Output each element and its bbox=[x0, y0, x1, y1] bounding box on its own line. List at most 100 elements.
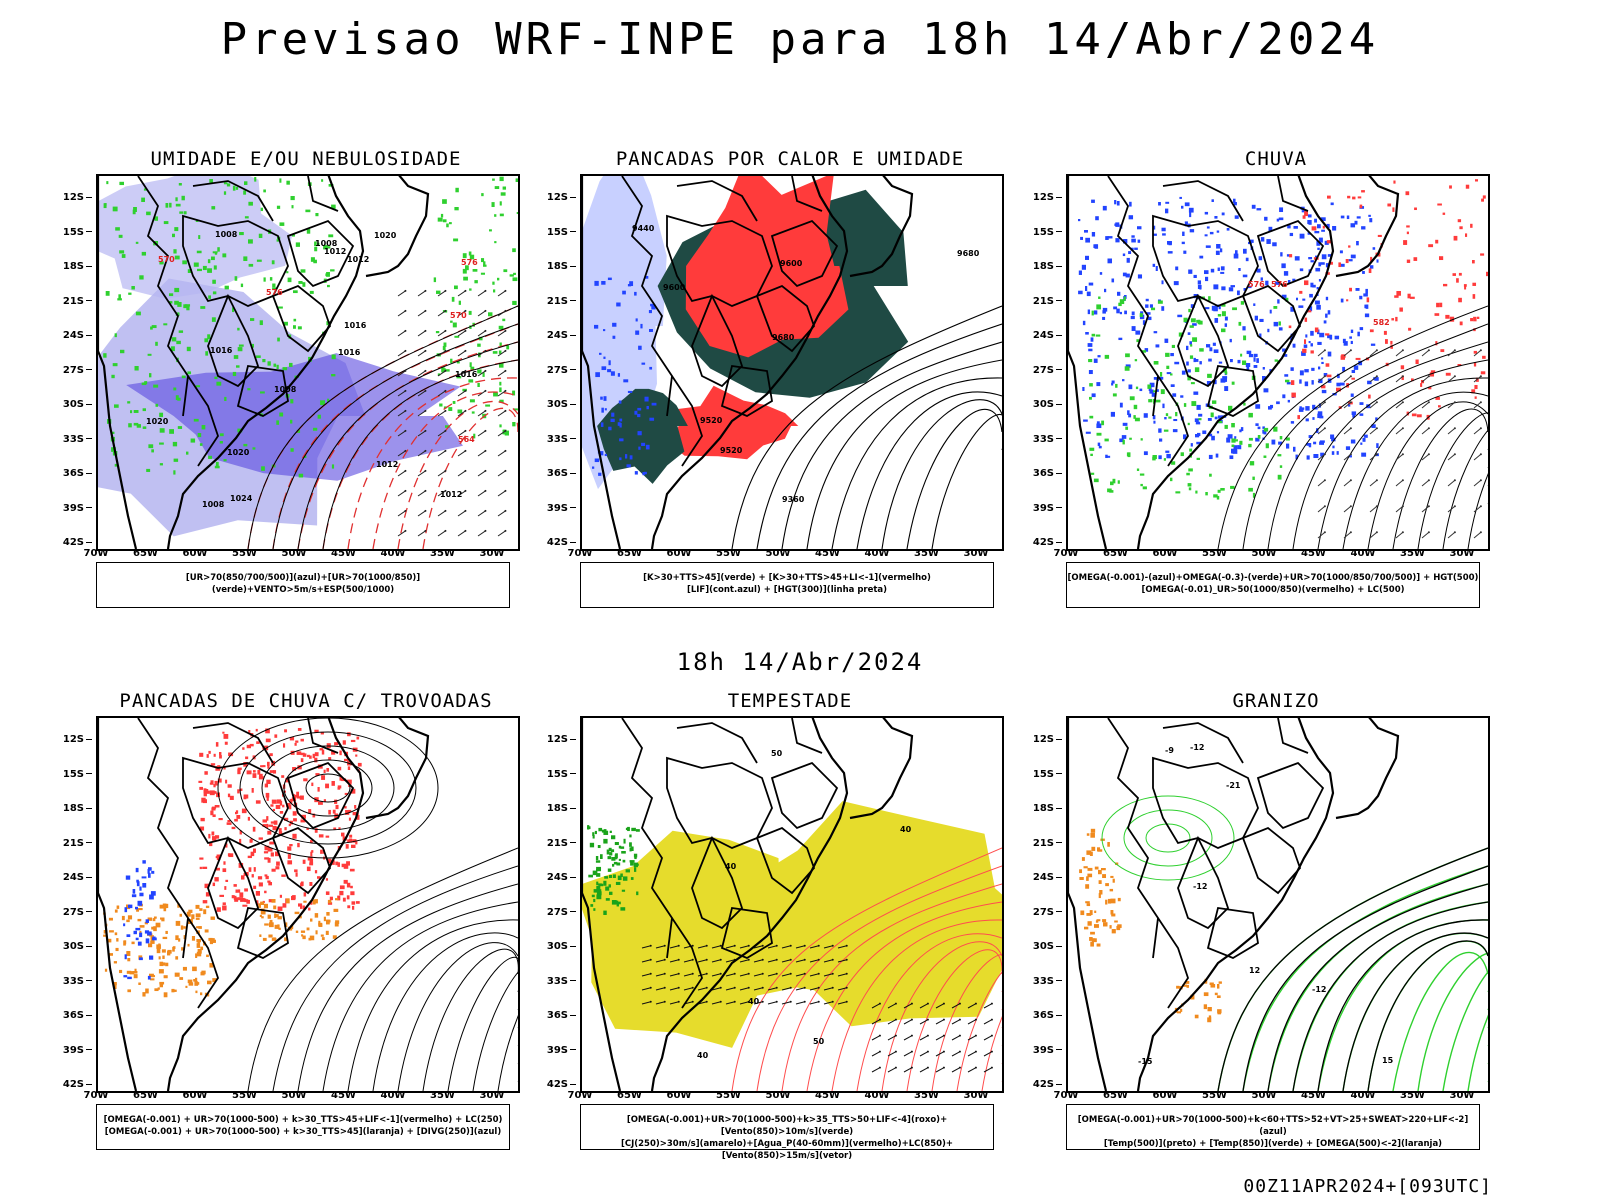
country-border bbox=[192, 722, 274, 764]
contour-value-label: 40 bbox=[725, 862, 737, 871]
longitude-label: 40W bbox=[1350, 548, 1376, 559]
country-border bbox=[1162, 722, 1244, 764]
latitude-label: 27S bbox=[1018, 365, 1062, 376]
contour-value-label: 570 bbox=[450, 311, 467, 320]
longitude-label: 50W bbox=[1251, 548, 1277, 559]
contour-value-label: 576 bbox=[1248, 280, 1265, 289]
longitude-label: 55W bbox=[232, 1090, 257, 1101]
longitude-label: 70W bbox=[567, 1090, 593, 1101]
country-border bbox=[666, 756, 773, 849]
latitude-label: 27S bbox=[48, 365, 92, 376]
wind850-area bbox=[587, 825, 640, 915]
contour-value-label: 9680 bbox=[957, 249, 980, 258]
contour-value-label: 1016 bbox=[344, 321, 367, 330]
latitude-label: 12S bbox=[1018, 192, 1062, 203]
contour-value-label: 1012 bbox=[324, 247, 346, 256]
longitude-label: 65W bbox=[133, 548, 158, 559]
country-border bbox=[1162, 180, 1244, 222]
latitude-label: 30S bbox=[1018, 399, 1062, 410]
country-border bbox=[187, 375, 219, 467]
country-border bbox=[286, 761, 355, 830]
legend-line: [LIF](cont.azul) + [HGT(300)](linha pret… bbox=[686, 585, 888, 595]
country-border bbox=[271, 284, 332, 353]
panel-legend: [UR>70(850/700/500)](azul)+[UR>70(1000/8… bbox=[96, 562, 510, 608]
legend-line: [OMEGA(-0.001)+UR>70(1000-500)+k>35_TTS>… bbox=[626, 1115, 948, 1137]
contour-value-label: -21 bbox=[1226, 781, 1241, 790]
legend-line: [UR>70(850/700/500)](azul)+[UR>70(1000/8… bbox=[185, 573, 421, 595]
contour-value-label: 50 bbox=[813, 1037, 825, 1046]
map-frame: 576 582 576 bbox=[1066, 174, 1490, 551]
country-border bbox=[1277, 718, 1309, 754]
contour-value-label: 1012 bbox=[347, 255, 369, 264]
contour-value-label: 576 bbox=[1271, 280, 1288, 289]
country-border bbox=[236, 906, 289, 960]
country-border bbox=[621, 718, 673, 959]
legend-line: [OMEGA(-0.001) + UR>70(1000-500) + k>30_… bbox=[104, 1127, 502, 1137]
longitude-label: 70W bbox=[567, 548, 593, 559]
legend-line: [OMEGA(-0.001)-(azul)+OMEGA(-0.3)-(verde… bbox=[1067, 573, 1479, 583]
country-border bbox=[1152, 214, 1259, 307]
latitude-label: 27S bbox=[1018, 907, 1062, 918]
country-border bbox=[720, 364, 773, 418]
country-border bbox=[236, 364, 289, 418]
longitude-label: 30W bbox=[479, 548, 505, 559]
latitude-label: 33S bbox=[48, 976, 92, 987]
country-border bbox=[1152, 756, 1259, 849]
map-frame: 9680 9680 9600 9520 9440 9360 9600 9520 bbox=[580, 174, 1004, 551]
panel-title: GRANIZO bbox=[1232, 690, 1320, 712]
country-border bbox=[755, 826, 816, 895]
latitude-label: 18S bbox=[48, 261, 92, 272]
thunderstorm-area bbox=[198, 728, 362, 912]
latitude-label: 36S bbox=[532, 468, 576, 479]
country-border bbox=[187, 917, 219, 1009]
latitude-label: 39S bbox=[1018, 1045, 1062, 1056]
map-canvas: 576 582 576 bbox=[1068, 176, 1488, 549]
country-border bbox=[307, 176, 339, 212]
longitude-label: 40W bbox=[864, 548, 890, 559]
omega500-area bbox=[1079, 828, 1122, 947]
lifted-index-contours bbox=[592, 276, 657, 476]
latitude-label: 24S bbox=[532, 872, 576, 883]
longitude-label: 45W bbox=[331, 548, 356, 559]
contour-value-label: 40 bbox=[900, 825, 912, 834]
latitude-label: 42S bbox=[1018, 537, 1062, 548]
latitude-label: 21S bbox=[532, 296, 576, 307]
low-level-humidity bbox=[433, 176, 518, 439]
temp850-contours bbox=[1101, 795, 1235, 881]
country-border bbox=[621, 176, 673, 417]
map-panel-umidade: UMIDADE E/OU NEBULOSIDADE 12S 15S 18S 21S 24S… bbox=[48, 148, 544, 624]
jet-core-area bbox=[739, 801, 1002, 1027]
omega-strong-area bbox=[1088, 296, 1290, 500]
humidity-area bbox=[98, 176, 293, 299]
map-panel-chuva: CHUVA 12S 15S 18S 21S 24S 27S 30S 33S 36S 39S 42S 70… bbox=[1018, 148, 1514, 624]
contour-value-label: 1024 bbox=[230, 494, 253, 503]
contour-value-label: 1008 bbox=[274, 385, 297, 394]
latitude-label: 15S bbox=[532, 769, 576, 780]
latitude-label: 30S bbox=[48, 399, 92, 410]
contour-value-label: 582 bbox=[1373, 318, 1390, 327]
longitude-label: 35W bbox=[914, 548, 939, 559]
latitude-label: 36S bbox=[1018, 1010, 1062, 1021]
map-frame: -12 -9 -12 -21 -12 15 12 -15 bbox=[1066, 716, 1490, 1093]
contour-value-label: 1016 bbox=[210, 346, 233, 355]
latitude-label: 27S bbox=[48, 907, 92, 918]
longitude-label: 45W bbox=[331, 1090, 356, 1101]
panel-legend: [OMEGA(-0.001)-(azul)+OMEGA(-0.3)-(verde… bbox=[1066, 562, 1480, 608]
wind850-vectors bbox=[871, 1002, 993, 1073]
country-border bbox=[755, 284, 816, 353]
country-border bbox=[791, 176, 823, 212]
country-border bbox=[691, 293, 744, 388]
latitude-label: 21S bbox=[1018, 296, 1062, 307]
legend-line: [CJ(250)>30m/s](amarelo)+[Agua_P(40-60mm… bbox=[620, 1139, 954, 1161]
contour-value-label: -12 bbox=[1190, 743, 1204, 752]
forecast-date-label: 18h 14/Abr/2024 bbox=[676, 648, 924, 676]
latitude-label: 18S bbox=[1018, 803, 1062, 814]
country-border bbox=[1241, 826, 1302, 895]
contour-value-label: 40 bbox=[748, 997, 760, 1006]
longitude-label: 40W bbox=[380, 548, 406, 559]
latitude-label: 39S bbox=[532, 1045, 576, 1056]
longitude-label: 50W bbox=[281, 1090, 307, 1101]
contour-value-label: 1008 bbox=[202, 500, 225, 509]
latitude-label: 36S bbox=[532, 1010, 576, 1021]
longitude-label: 70W bbox=[83, 1090, 109, 1101]
